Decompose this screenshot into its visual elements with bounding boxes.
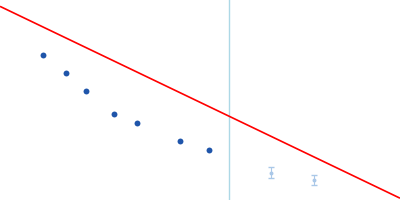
- Point: [205, 148, 212, 152]
- Point: [82, 89, 89, 93]
- Point: [111, 112, 118, 115]
- Point: [268, 171, 275, 174]
- Point: [177, 139, 183, 143]
- Point: [311, 178, 318, 182]
- Point: [134, 121, 140, 124]
- Point: [40, 53, 46, 56]
- Point: [62, 71, 69, 74]
